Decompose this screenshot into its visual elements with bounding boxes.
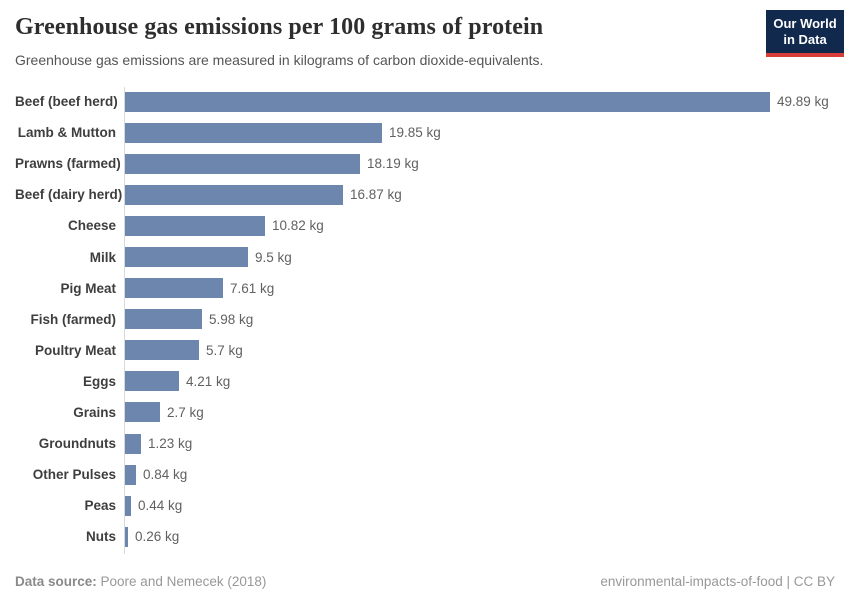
bar [125,184,343,205]
owid-logo-line2: in Data [783,31,827,47]
bar [125,309,202,330]
license-credit: environmental-impacts-of-food | CC BY [600,574,835,589]
bar [125,495,131,516]
bar [125,91,770,112]
bar [125,153,360,174]
category-label: Fish (farmed) [30,311,116,327]
bar-row: Other Pulses 0.84 kg [15,459,835,490]
bar [125,371,179,392]
category-label: Pig Meat [60,280,116,296]
page-subtitle: Greenhouse gas emissions are measured in… [15,51,544,68]
bar [125,215,265,236]
category-label: Nuts [86,529,116,545]
value-label: 16.87 kg [350,187,402,203]
bar-row: Grains 2.7 kg [15,397,835,428]
value-label: 9.5 kg [255,249,292,265]
bar-row: Cheese 10.82 kg [15,210,835,241]
value-label: 5.7 kg [206,342,243,358]
bar-rows-container: Beef (beef herd) 49.89 kg Lamb & Mutton 19.… [15,86,835,552]
category-label: Beef (dairy herd) [15,187,123,203]
bar-row: Beef (dairy herd) 16.87 kg [15,179,835,210]
bar-row: Nuts 0.26 kg [15,521,835,552]
value-label: 7.61 kg [230,280,275,296]
bar [125,340,199,361]
data-source-value: Poore and Nemecek (2018) [96,574,267,589]
category-label: Poultry Meat [34,342,116,358]
value-label: 0.84 kg [143,467,188,483]
bar [125,122,382,143]
value-label: 10.82 kg [272,218,324,234]
bar-row: Lamb & Mutton 19.85 kg [15,117,835,148]
bar [125,278,223,299]
category-label: Eggs [82,373,116,389]
owid-logo-line1: Our World [773,16,837,31]
category-label: Cheese [67,218,116,234]
data-source: Data source: Poore and Nemecek (2018) [15,574,266,589]
y-axis-line [124,87,125,554]
value-label: 4.21 kg [186,373,231,389]
value-label: 5.98 kg [209,311,254,327]
bar [125,402,160,423]
data-source-label: Data source: [15,574,97,589]
bar-row: Milk 9.5 kg [15,241,835,272]
category-label: Peas [84,498,116,514]
value-label: 2.7 kg [167,404,204,420]
value-label: 19.85 kg [389,125,441,141]
category-label: Lamb & Mutton [17,125,116,141]
bar-row: Beef (beef herd) 49.89 kg [15,86,835,117]
bar-row: Groundnuts 1.23 kg [15,428,835,459]
category-label: Beef (beef herd) [15,94,118,110]
category-label: Prawns (farmed) [15,156,121,172]
bar-row: Fish (farmed) 5.98 kg [15,304,835,335]
bar-row: Poultry Meat 5.7 kg [15,335,835,366]
chart-footer: Data source: Poore and Nemecek (2018) en… [15,574,835,589]
value-label: 18.19 kg [367,156,419,172]
value-label: 0.44 kg [138,498,183,514]
bar-row: Pig Meat 7.61 kg [15,273,835,304]
bar [125,526,128,547]
category-label: Groundnuts [38,436,116,452]
value-label: 0.26 kg [135,529,180,545]
bar [125,433,141,454]
bar [125,247,248,268]
category-label: Milk [89,249,116,265]
bar-row: Peas 0.44 kg [15,490,835,521]
bar-row: Prawns (farmed) 18.19 kg [15,148,835,179]
category-label: Other Pulses [32,467,116,483]
bar-row: Eggs 4.21 kg [15,366,835,397]
chart-header: Greenhouse gas emissions per 100 grams o… [15,14,750,69]
category-label: Grains [73,404,116,420]
bar-chart: Beef (beef herd) 49.89 kg Lamb & Mutton 19.… [15,86,835,556]
bar [125,464,136,485]
value-label: 1.23 kg [148,436,193,452]
value-label: 49.89 kg [777,94,829,110]
page-title: Greenhouse gas emissions per 100 grams o… [15,14,544,40]
owid-logo: Our World in Data [766,10,844,57]
